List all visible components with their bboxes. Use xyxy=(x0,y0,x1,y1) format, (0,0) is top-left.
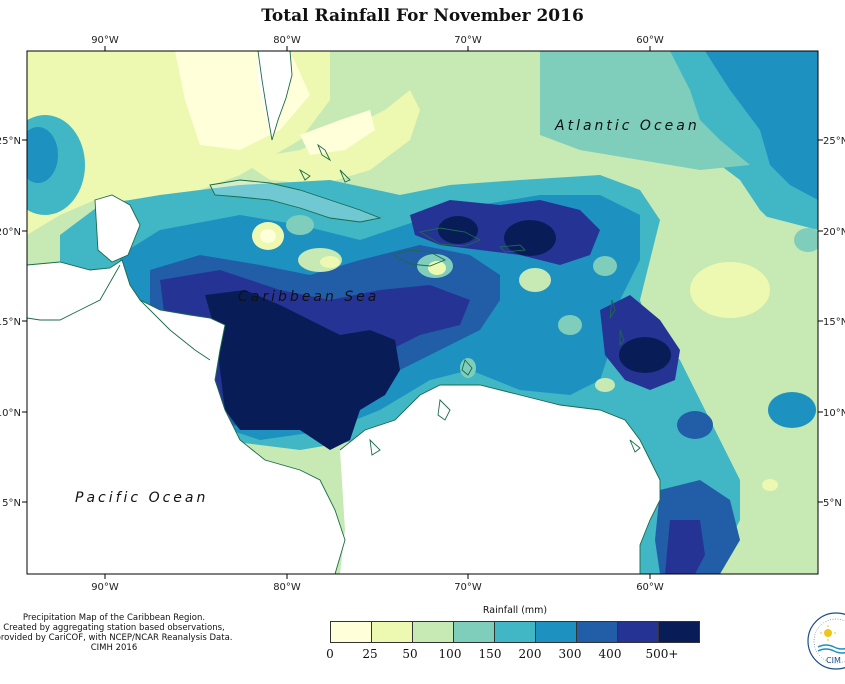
legend-swatch xyxy=(413,622,454,642)
lat-label-right: 20°N xyxy=(823,227,845,238)
rainfall-legend xyxy=(330,621,700,643)
logo-text: CIM xyxy=(826,656,841,665)
legend-swatch xyxy=(495,622,536,642)
lat-label-right: 5°N xyxy=(823,498,842,509)
lon-label-bottom: 60°W xyxy=(636,582,664,593)
legend-swatch xyxy=(618,622,659,642)
lat-label-right: 15°N xyxy=(823,317,845,328)
caribbean-sea-label: Caribbean Sea xyxy=(238,289,379,305)
pacific-ocean-label: Pacific Ocean xyxy=(75,490,208,506)
legend-label: 500+ xyxy=(645,647,679,661)
legend-swatch xyxy=(331,622,372,642)
lat-label-right: 25°N xyxy=(823,136,845,147)
legend-label: 25 xyxy=(362,647,378,661)
lon-label-bottom: 90°W xyxy=(91,582,119,593)
credit-line: Created by aggregating station based obs… xyxy=(3,623,225,633)
lon-label-bottom: 80°W xyxy=(273,582,301,593)
legend-label: 300 xyxy=(558,647,582,661)
cimh-logo: CIM xyxy=(807,612,845,670)
legend-label: 200 xyxy=(518,647,542,661)
map-credit: Precipitation Map of the Caribbean Regio… xyxy=(0,613,234,653)
legend-label: 400 xyxy=(598,647,622,661)
lat-label-left: 10°N xyxy=(0,408,21,419)
legend-label: 50 xyxy=(402,647,418,661)
credit-line: CIMH 2016 xyxy=(90,643,138,653)
legend-labels: 0 25 50 100 150 200 300 400 500+ xyxy=(326,647,690,661)
legend-swatch xyxy=(454,622,495,642)
lat-label-left: 20°N xyxy=(0,227,21,238)
legend-swatch xyxy=(372,622,413,642)
lat-label-left: 25°N xyxy=(0,136,21,147)
legend-swatch xyxy=(536,622,577,642)
legend-label: 0 xyxy=(326,647,334,661)
lat-label-right: 10°N xyxy=(823,408,845,419)
lat-label-left: 5°N xyxy=(2,498,21,509)
lon-label-top: 80°W xyxy=(273,35,301,46)
credit-line: provided by CariCOF, with NCEP/NCAR Rean… xyxy=(0,633,233,643)
legend-swatch xyxy=(659,622,699,642)
legend-label: 150 xyxy=(478,647,502,661)
lon-label-bottom: 70°W xyxy=(454,582,482,593)
lon-label-top: 60°W xyxy=(636,35,664,46)
legend-label: 100 xyxy=(438,647,462,661)
atlantic-ocean-label: Atlantic Ocean xyxy=(554,118,700,134)
legend-swatch xyxy=(577,622,618,642)
credit-line: Precipitation Map of the Caribbean Regio… xyxy=(22,613,206,623)
lon-label-top: 70°W xyxy=(454,35,482,46)
lon-label-top: 90°W xyxy=(91,35,119,46)
map-title: Total Rainfall For November 2016 xyxy=(261,6,584,26)
lat-label-left: 15°N xyxy=(0,317,21,328)
legend-title: Rainfall (mm) xyxy=(482,605,548,616)
